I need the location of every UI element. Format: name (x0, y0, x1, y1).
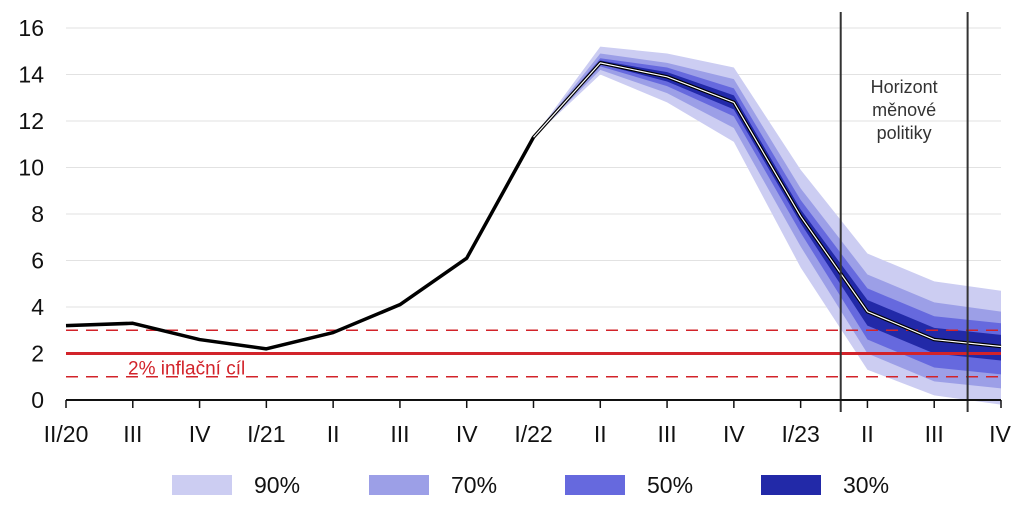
y-tick-label: 0 (31, 387, 44, 413)
forecast-line (65, 61, 1002, 351)
x-tick-label: I/22 (514, 421, 552, 447)
x-tick-label: IV (189, 421, 211, 447)
inflation-target: 2% inflační cíl (66, 329, 1001, 379)
y-tick-label: 4 (31, 294, 44, 320)
legend-swatch (761, 475, 821, 495)
x-tick-label: III (390, 421, 409, 447)
horizon-label: měnové (872, 100, 936, 120)
x-tick-label: II (861, 421, 874, 447)
y-tick-label: 16 (18, 15, 44, 41)
legend: 90% 70% 50% 30% (172, 472, 889, 498)
legend-label: 90% (254, 472, 300, 498)
y-tick-label: 8 (31, 201, 44, 227)
x-tick-label: II/20 (44, 421, 89, 447)
x-tick-label: I/23 (781, 421, 819, 447)
x-tick-label: III (925, 421, 944, 447)
x-tick-label: IV (723, 421, 745, 447)
x-tick-label: IV (456, 421, 478, 447)
y-tick-label: 14 (18, 61, 44, 87)
y-tick-label: 12 (18, 108, 44, 134)
legend-label: 50% (647, 472, 693, 498)
legend-swatch (565, 475, 625, 495)
target-label: 2% inflační cíl (128, 358, 245, 379)
legend-label: 30% (843, 472, 889, 498)
fan-band-50-percent (533, 58, 1001, 375)
x-tick-label: I/21 (247, 421, 285, 447)
x-tick-label: IV (989, 421, 1011, 447)
legend-swatch (369, 475, 429, 495)
x-tick-label: III (657, 421, 676, 447)
y-tick-label: 6 (31, 247, 44, 273)
x-tick-label: III (123, 421, 142, 447)
x-tick-label: II (594, 421, 607, 447)
policy-horizon: Horizont měnové politiky (839, 12, 969, 412)
y-tick-label: 2 (31, 340, 44, 366)
x-tick-label: II (327, 421, 340, 447)
legend-label: 70% (451, 472, 497, 498)
grid-lines (66, 27, 1001, 354)
horizon-label: politiky (877, 123, 932, 143)
horizon-label: Horizont (871, 77, 938, 97)
y-tick-label: 10 (18, 154, 44, 180)
central-forecast-highlight (533, 62, 1002, 348)
legend-swatch (172, 475, 232, 495)
